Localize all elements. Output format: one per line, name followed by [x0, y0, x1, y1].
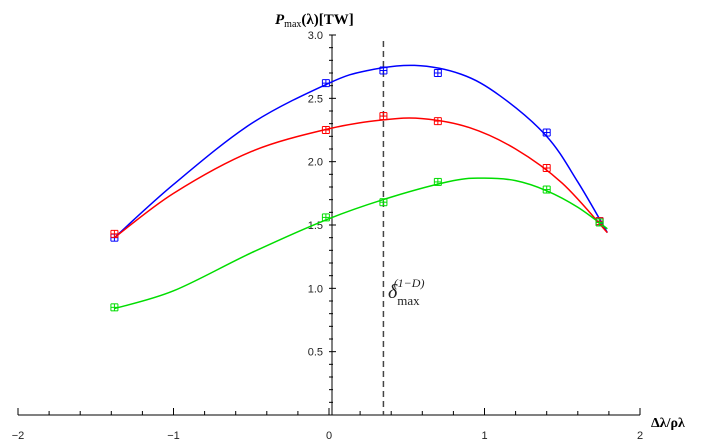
series-line-0	[113, 64, 608, 239]
data-point	[595, 218, 604, 227]
data-point	[379, 112, 388, 121]
y-axis-title: Pmax(λ)[TW]	[275, 12, 354, 30]
data-point	[321, 79, 330, 88]
data-point	[542, 164, 551, 172]
data-point	[542, 128, 551, 137]
data-point	[433, 117, 442, 126]
x-tick-label: −1	[167, 430, 180, 440]
series-markers	[110, 66, 604, 312]
series-curves	[113, 64, 608, 310]
data-point	[321, 213, 330, 222]
ticks: −2 −1 0 1 20.51.01.52.02.53.0	[12, 30, 643, 440]
y-tick-label: 3.0	[308, 30, 323, 42]
y-tick-label: 1.0	[308, 283, 323, 295]
data-point	[433, 177, 442, 186]
data-point	[379, 198, 388, 207]
data-point	[321, 126, 330, 134]
data-point	[110, 303, 119, 312]
data-point	[542, 185, 551, 194]
series-line-1	[113, 117, 608, 239]
y-tick-label: 2.0	[308, 157, 323, 169]
data-point	[433, 69, 442, 77]
data-point	[110, 229, 119, 238]
y-tick-label: 0.5	[308, 347, 323, 359]
x-axis-title: Δλ/ρλ	[651, 416, 685, 431]
reference-line-label: δmax(1−D)	[388, 276, 424, 308]
x-tick-label: 2	[637, 430, 643, 440]
data-point	[379, 66, 388, 75]
x-tick-label: 1	[481, 430, 487, 440]
x-tick-label: −2	[12, 430, 25, 440]
series-line-2	[114, 177, 608, 310]
x-tick-label: 0	[326, 430, 332, 440]
y-tick-label: 2.5	[308, 93, 323, 105]
